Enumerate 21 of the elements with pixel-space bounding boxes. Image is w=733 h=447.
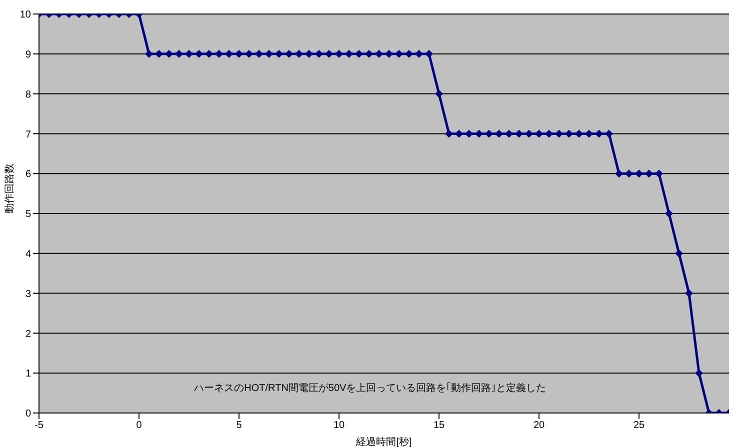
x-tick-label: 25 [633, 420, 645, 432]
y-tick-label: 3 [25, 288, 32, 300]
y-tick-label: 9 [25, 49, 32, 60]
y-tick-label: 10 [20, 10, 32, 21]
y-tick-label: 5 [25, 209, 32, 220]
x-tick-label: 0 [136, 420, 142, 432]
y-tick-label: 7 [25, 129, 32, 140]
x-axis-title: 経過時間[秒] [355, 436, 412, 447]
x-tick-label: 5 [236, 420, 242, 432]
y-tick-label: 4 [25, 248, 32, 260]
y-tick-label: 6 [25, 169, 32, 180]
x-tick-label: 15 [433, 420, 445, 432]
x-tick-label: 20 [533, 420, 545, 432]
x-tick-label: -5 [34, 420, 44, 432]
x-tick-label: 10 [333, 420, 345, 432]
y-tick-label: 1 [25, 368, 32, 380]
y-axis-title: 動作回路数 [4, 164, 16, 214]
annotation: ハーネスのHOT/RTN間電圧が50Vを上回っている回路を｢動作回路｣と定義した [193, 382, 546, 394]
y-tick-label: 8 [25, 89, 32, 100]
y-tick-label: 0 [25, 408, 32, 420]
y-tick-label: 2 [25, 328, 32, 340]
